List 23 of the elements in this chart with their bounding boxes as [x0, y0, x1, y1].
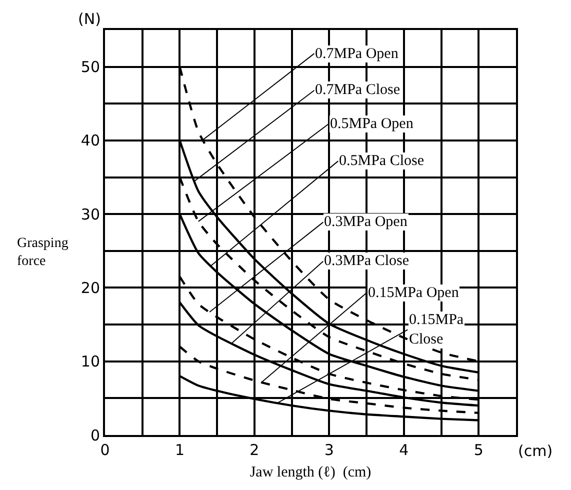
y-tick-label: 10: [80, 352, 100, 371]
x-tick-label: 3: [324, 441, 334, 459]
text: (cm): [518, 442, 553, 460]
y-tick-label: 20: [80, 278, 100, 297]
y-tick-label: 30: [80, 205, 100, 224]
annotation: 0.3MPa Open: [324, 214, 408, 230]
annotation: 0.7MPa Close: [315, 82, 400, 98]
annotation: 0.15MPa Open: [368, 285, 460, 301]
x-tick-label: 2: [250, 441, 260, 459]
x-tick-label: 1: [174, 441, 185, 459]
x-tick-label: 5: [474, 441, 484, 459]
y-tick-label: 40: [80, 132, 100, 150]
x-tick-label: 4: [399, 441, 409, 459]
annotation: 0.15MPa Close: [409, 312, 464, 348]
annotation: 0.5MPa Open: [330, 116, 414, 132]
text: (N): [78, 10, 101, 28]
x-axis-title: Jaw length (ℓ) (cm): [250, 464, 372, 480]
y-axis-title: Grasping force: [17, 236, 68, 270]
y-tick-label: 0: [90, 426, 100, 444]
annotation: 0.7MPa Open: [315, 46, 399, 62]
annotation: 0.3MPa Close: [324, 253, 410, 269]
y-tick-label: 50: [80, 58, 100, 76]
annotation: 0.5MPa Close: [339, 153, 424, 169]
